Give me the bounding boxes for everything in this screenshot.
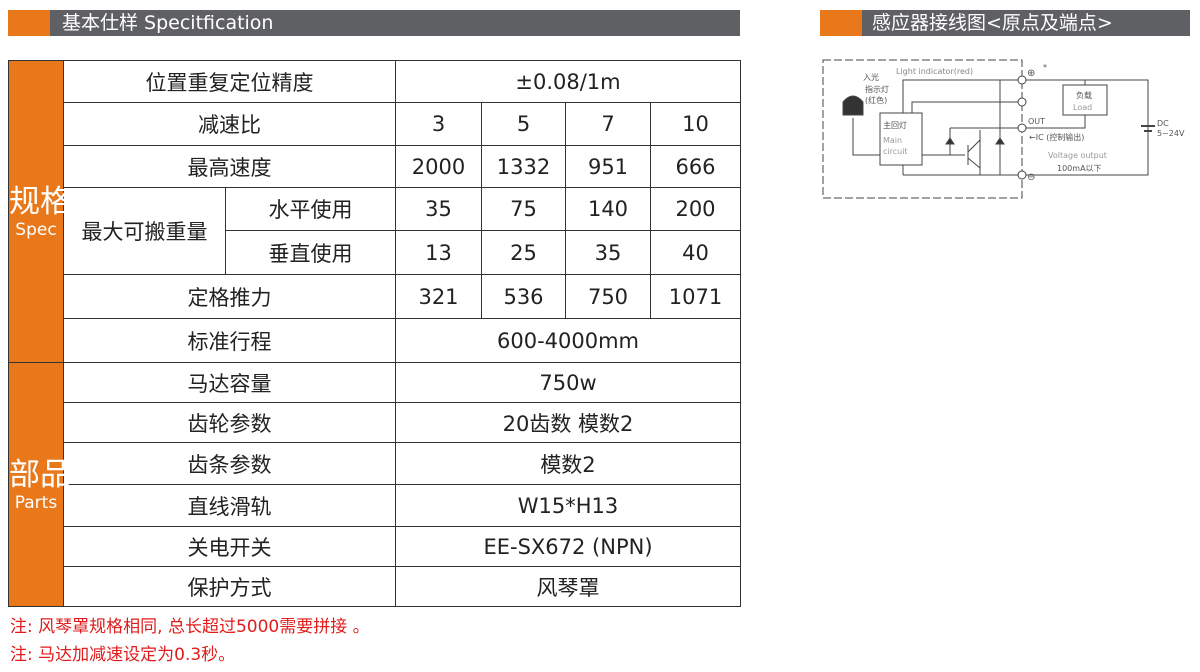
table-row: 规格 Spec 位置重复定位精度 ±0.08/1m <box>8 60 741 363</box>
plus-icon: ⊕ <box>1027 68 1035 79</box>
cell: 951 <box>565 145 651 188</box>
cell: 10 <box>650 102 741 146</box>
cell: 5 <box>481 102 566 146</box>
row-label: 直线滑轨 <box>63 484 396 527</box>
cell: 75 <box>481 187 566 231</box>
spec-title: 基本仕样 Specitfication <box>62 12 274 34</box>
cell: 25 <box>481 230 566 275</box>
row-label: 最高速度 <box>63 145 396 188</box>
header-accent <box>820 10 862 36</box>
cell: 200 <box>650 187 741 231</box>
led-label: (红色) <box>865 95 887 105</box>
led-label: 入光 <box>863 72 879 82</box>
load-label: Load <box>1073 103 1092 112</box>
table-row: 最高速度 2000 1332 951 666 <box>9 145 741 188</box>
out-label: OUT <box>1028 117 1045 126</box>
dc-range-label: 5~24V <box>1157 129 1185 138</box>
row-value: 600-4000mm <box>395 318 741 363</box>
row-label: 保护方式 <box>63 566 396 607</box>
cell: 35 <box>565 230 651 275</box>
table-row: 直线滑轨 W15*H13 <box>9 484 741 527</box>
main-circuit-label: 主回灯 <box>883 120 907 130</box>
row-label: 位置重复定位精度 <box>63 60 396 103</box>
table-row: 定格推力 321 536 750 1071 <box>9 274 741 319</box>
table-row: 减速比 3 5 7 10 <box>9 102 741 146</box>
row-value: EE-SX672 (NPN) <box>395 526 741 567</box>
note-1: 注: 风琴罩规格相同, 总长超过5000需要拼接 。 <box>10 617 370 637</box>
main-circuit-label: circuit <box>883 147 908 156</box>
terminals <box>1017 75 1027 180</box>
table-row: 齿条参数 模数2 <box>9 442 741 485</box>
row-value: 750w <box>395 362 741 403</box>
cell: 1332 <box>481 145 566 188</box>
cell: 7 <box>565 102 651 146</box>
main-circuit-label: Main <box>883 136 902 145</box>
transistor-icon <box>967 139 981 169</box>
cell: 2000 <box>395 145 482 188</box>
load-label: 负载 <box>1076 90 1092 100</box>
section-en: Spec <box>15 219 57 240</box>
led-icon <box>842 95 864 116</box>
row-value: 模数2 <box>395 442 741 485</box>
row-value: W15*H13 <box>395 484 741 527</box>
ic-label: ←IC (控制输出) <box>1029 132 1084 142</box>
spec-table: 规格 Spec 位置重复定位精度 ±0.08/1m 减速比 3 5 7 10 最高速度 … <box>8 60 741 607</box>
section-cn: 规格 <box>9 183 71 220</box>
table-row: 部品 Parts 马达容量 750w <box>8 362 741 607</box>
asterisk: * <box>1043 63 1047 72</box>
cell: 3 <box>395 102 482 146</box>
row-value: 20齿数 模数2 <box>395 402 741 443</box>
minus-icon: ⊖ <box>1027 172 1035 183</box>
cell: 40 <box>650 230 741 275</box>
spec-section-header: 基本仕样 Specitfication <box>8 10 740 36</box>
wires <box>852 79 1149 176</box>
cell: 13 <box>395 230 482 275</box>
wiring-section-header: 感应器接线图<原点及端点> <box>820 10 1190 36</box>
sub-label: 水平使用 <box>225 187 396 231</box>
zener-diode-icon <box>945 137 1005 145</box>
dc-label: DC <box>1157 119 1169 128</box>
parts-section-label: 部品 Parts <box>8 362 71 607</box>
table-row: 最大可搬重量 水平使用 35 75 140 200 <box>9 187 741 275</box>
sensor-wiring-diagram: Light indicator(red) 入光 指示灯 (红色) 主回灯 Mai… <box>822 59 1185 199</box>
row-label: 齿条参数 <box>63 442 396 485</box>
row-label: 关电开关 <box>63 526 396 567</box>
load-box <box>1062 84 1108 116</box>
header-accent <box>8 10 50 36</box>
sub-label: 垂直使用 <box>225 230 396 275</box>
cell: 1071 <box>650 274 741 319</box>
table-row: 关电开关 EE-SX672 (NPN) <box>9 526 741 567</box>
row-value: 风琴罩 <box>395 566 741 607</box>
row-label: 标准行程 <box>63 318 396 363</box>
current-label: 100mA以下 <box>1057 164 1102 173</box>
cell: 666 <box>650 145 741 188</box>
table-row: 标准行程 600-4000mm <box>9 318 741 363</box>
section-en: Parts <box>14 492 58 513</box>
cell: 140 <box>565 187 651 231</box>
note-2: 注: 马达加减速设定为0.3秒。 <box>10 645 236 665</box>
battery-icon <box>1141 125 1155 132</box>
cell: 750 <box>565 274 651 319</box>
row-label: 马达容量 <box>63 362 396 403</box>
cell: 321 <box>395 274 482 319</box>
led-label: 指示灯 <box>865 84 889 94</box>
row-value: ±0.08/1m <box>395 60 741 103</box>
cell: 536 <box>481 274 566 319</box>
table-row: 齿轮参数 20齿数 模数2 <box>9 402 741 443</box>
table-row: 保护方式 风琴罩 <box>9 566 741 607</box>
row-label: 齿轮参数 <box>63 402 396 443</box>
wiring-title: 感应器接线图<原点及端点> <box>872 12 1113 34</box>
row-label: 减速比 <box>63 102 396 146</box>
row-label: 定格推力 <box>63 274 396 319</box>
voltage-label: Voltage output <box>1048 151 1107 160</box>
spec-section-label: 规格 Spec <box>8 60 71 363</box>
main-circuit-box <box>879 112 923 166</box>
section-cn: 部品 <box>9 456 71 493</box>
row-label: 最大可搬重量 <box>63 187 226 275</box>
cell: 35 <box>395 187 482 231</box>
light-indicator-label: Light indicator(red) <box>896 67 973 76</box>
